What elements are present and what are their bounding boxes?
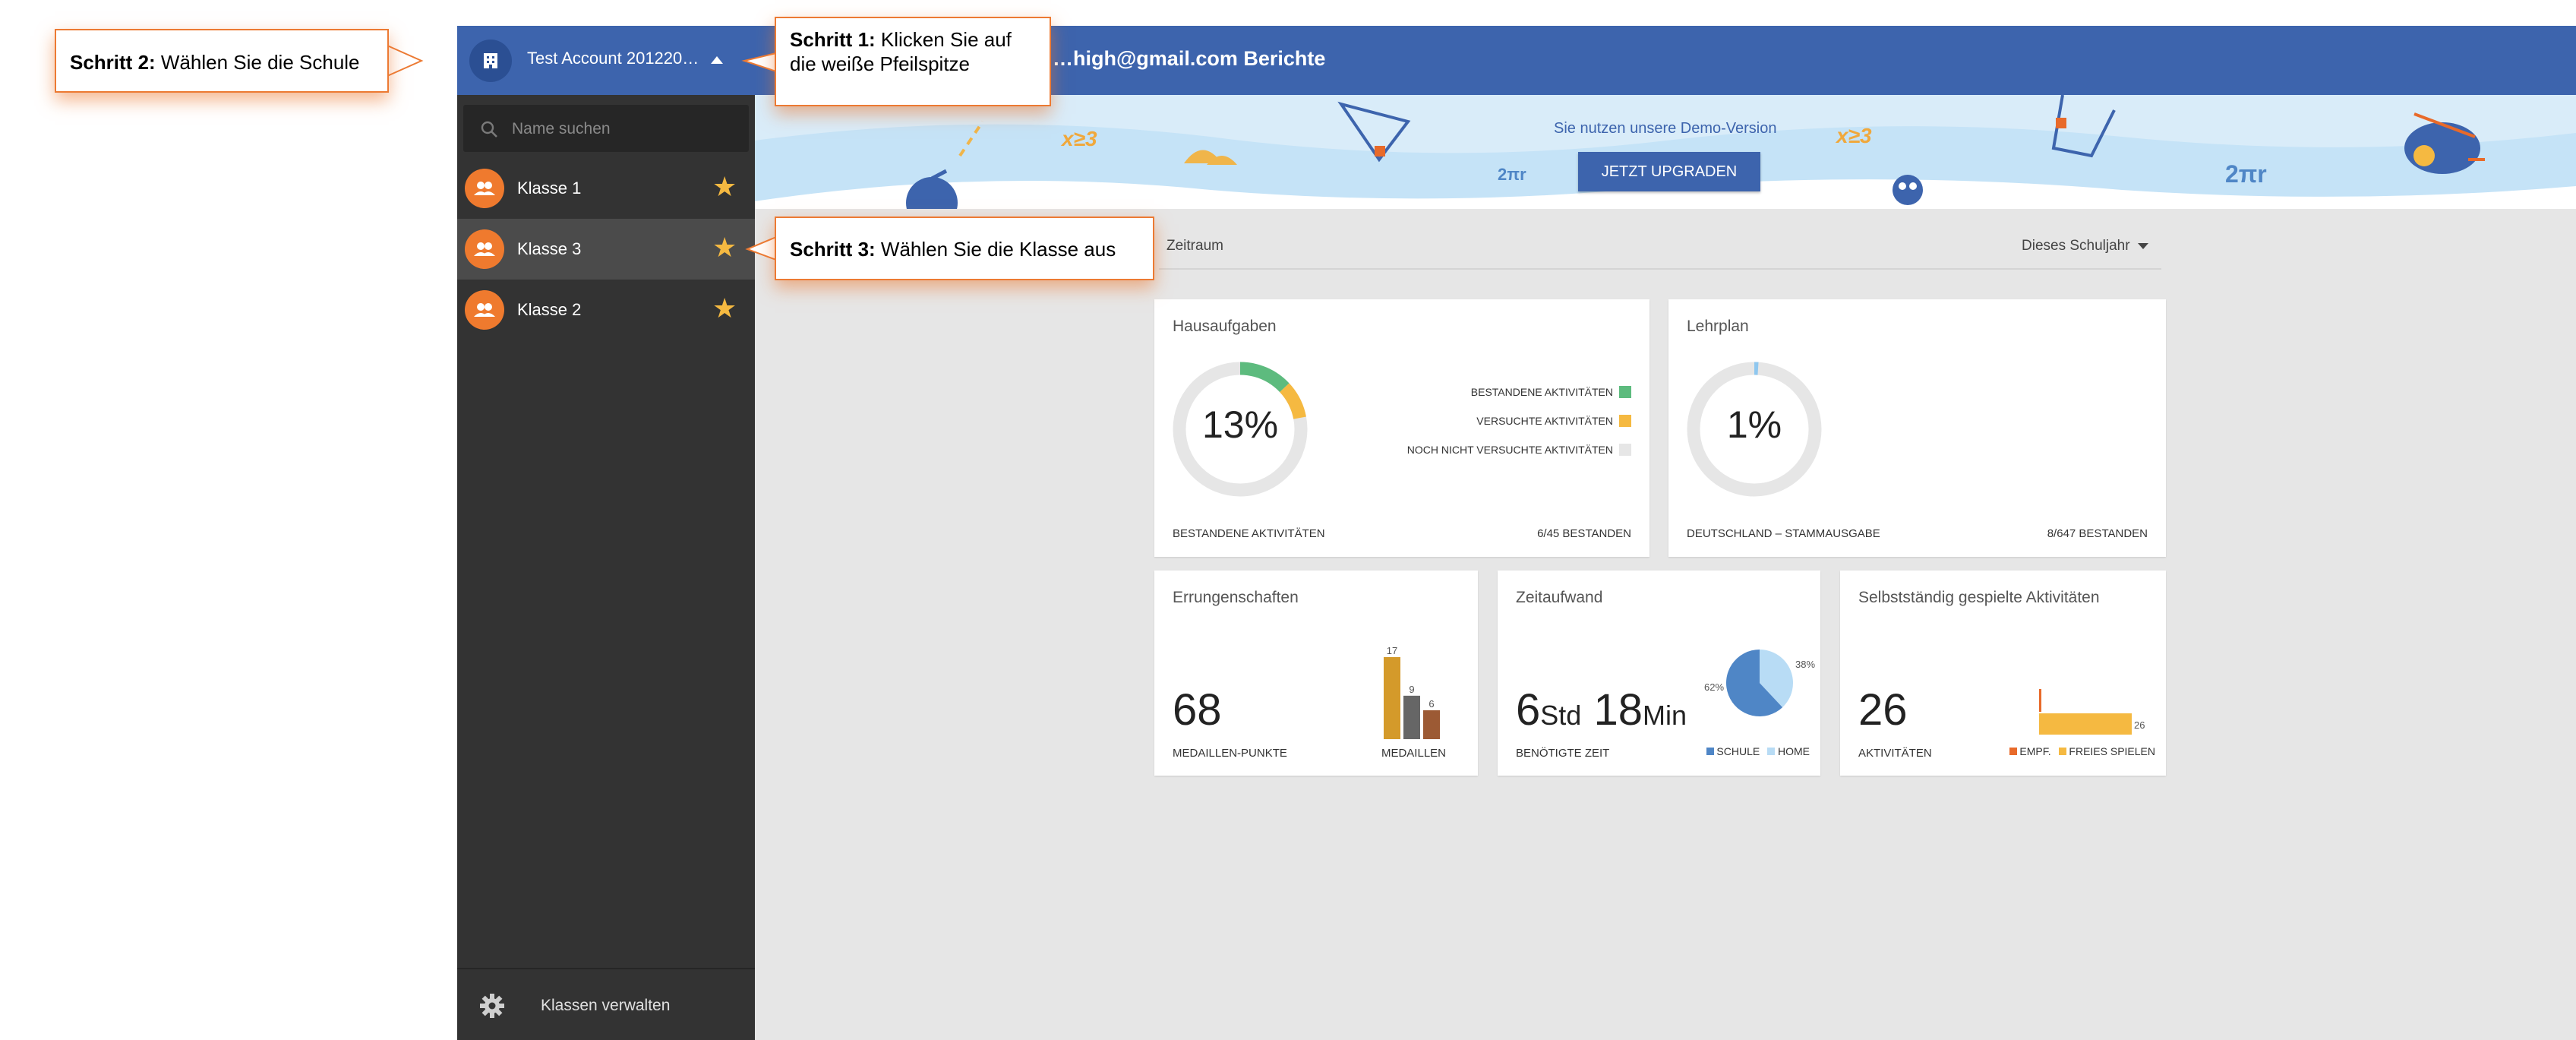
self-played-legend: EMPF. FREIES SPIELEN: [2009, 745, 2155, 757]
search-icon: [481, 121, 497, 138]
banner-background: [755, 95, 2576, 209]
bar-value-label: 26: [2134, 719, 2145, 731]
manage-classes-link[interactable]: Klassen verwalten: [541, 997, 671, 1014]
card-self-played[interactable]: Selbstständig gespielte Aktivitäten 26 2…: [1840, 571, 2166, 776]
card-footer-value: MEDAILLEN: [1381, 747, 1446, 760]
star-icon[interactable]: ★: [712, 171, 737, 202]
legend-item: VERSUCHTE AKTIVITÄTEN: [1327, 415, 1631, 427]
period-value: Dieses Schuljahr: [2022, 238, 2130, 254]
card-time[interactable]: Zeitaufwand 6Std 18Min 62% 38% BENÖTIGTE …: [1498, 571, 1820, 776]
callout-step-3: Schritt 3: Wählen Sie die Klasse aus: [775, 217, 1154, 280]
callout-step-1: Schritt 1: Klicken Sie auf die weiße Pfe…: [775, 17, 1051, 106]
class-label: Klasse 2: [517, 300, 582, 319]
medal-bar: [1403, 695, 1420, 739]
card-title: Hausaufgaben: [1173, 318, 1277, 335]
medal-bar: [1423, 710, 1440, 739]
group-icon: [465, 169, 504, 208]
page-title: …high@gmail.com Berichte: [1053, 47, 1326, 70]
card-title: Lehrplan: [1687, 318, 1749, 335]
legend-item: NOCH NICHT VERSUCHTE AKTIVITÄTEN: [1327, 444, 1631, 456]
decor-inequality: x≥3: [1062, 127, 1097, 150]
time-legend: SCHULE HOME: [1706, 745, 1810, 757]
star-icon[interactable]: ★: [712, 232, 737, 263]
curriculum-percent: 1%: [1726, 403, 1782, 446]
bar-value-label: 17: [1387, 645, 1397, 656]
card-footer-value: 8/647 BESTANDEN: [2047, 527, 2148, 540]
homework-percent: 13%: [1201, 403, 1279, 446]
card-footer-label: BENÖTIGTE ZEIT: [1516, 747, 1610, 760]
top-bar: …high@gmail.com Berichte: [755, 26, 2576, 95]
class-label: Klasse 1: [517, 179, 582, 198]
demo-notice: Sie nutzen unsere Demo-Version: [1554, 120, 1777, 137]
decor-formula: 2πr: [2225, 160, 2267, 188]
homework-donut: [1173, 362, 1308, 497]
card-curriculum[interactable]: Lehrplan 1% DEUTSCHLAND – STAMMAUSGABE 8…: [1668, 299, 2166, 557]
self-played-bar-chart: 26: [2039, 689, 2145, 735]
decor-formula: 2πr: [1498, 165, 1526, 184]
sidebar-divider: [457, 968, 755, 969]
pie-slice: [1760, 650, 1793, 708]
period-label: Zeitraum: [1166, 238, 1223, 254]
main-content: Zeitraum Dieses Schuljahr Hausaufgaben 1…: [755, 209, 2576, 1040]
card-homework[interactable]: Hausaufgaben 13% BESTANDENE AKTIVITÄTEN …: [1154, 299, 1649, 557]
legend-swatch: [1619, 415, 1631, 427]
bar-value-label: 9: [1409, 684, 1414, 695]
card-footer-label: MEDAILLEN-PUNKTE: [1173, 747, 1287, 760]
legend-item: BESTANDENE AKTIVITÄTEN: [1327, 386, 1631, 398]
class-item-klasse-1[interactable]: Klasse 1 ★: [457, 158, 755, 219]
class-search: [463, 105, 749, 152]
bar-value-label: 6: [1428, 698, 1434, 710]
callout-step-2: Schritt 2: Wählen Sie die Schule: [55, 29, 389, 93]
gear-icon[interactable]: [477, 991, 507, 1021]
donut-segment-passed: [1173, 362, 1308, 497]
curriculum-donut: [1687, 362, 1822, 497]
class-item-klasse-3[interactable]: Klasse 3 ★: [457, 219, 755, 280]
self-bar-free-play: [2039, 713, 2132, 735]
card-title: Errungenschaften: [1173, 589, 1299, 606]
self-played-count: 26: [1858, 685, 1908, 735]
medal-points: 68: [1173, 685, 1222, 735]
card-achievements[interactable]: Errungenschaften 68 17 9 6 MEDAILLEN-PUNKT…: [1154, 571, 1478, 776]
donut-segment-passed: [1687, 362, 1822, 497]
time-pie-chart: 62% 38%: [1704, 650, 1815, 716]
pie-label: 38%: [1795, 659, 1815, 670]
decor-inequality: x≥3: [1836, 124, 1872, 147]
medal-bar: [1384, 657, 1400, 739]
card-footer-label: DEUTSCHLAND – STAMMAUSGABE: [1687, 527, 1880, 540]
school-selector[interactable]: Test Account 2012201…: [457, 26, 755, 95]
divider: [1159, 268, 2161, 270]
caret-up-icon[interactable]: [711, 56, 723, 64]
search-input[interactable]: [510, 117, 741, 141]
card-footer-value: 6/45 BESTANDEN: [1537, 527, 1631, 540]
card-title: Selbstständig gespielte Aktivitäten: [1858, 589, 2100, 606]
caret-down-icon: [2137, 242, 2148, 249]
card-footer-label: AKTIVITÄTEN: [1858, 747, 1932, 760]
class-item-klasse-2[interactable]: Klasse 2 ★: [457, 280, 755, 340]
card-title: Zeitaufwand: [1516, 589, 1603, 606]
group-icon: [465, 290, 504, 330]
card-footer-label: BESTANDENE AKTIVITÄTEN: [1173, 527, 1325, 540]
pie-slice: [1726, 650, 1783, 716]
demo-banner: x≥3 x≥3 2πr 2πr Sie nutzen unsere Demo-V…: [755, 95, 2576, 209]
legend-swatch: [1619, 386, 1631, 398]
legend-swatch: [1619, 444, 1631, 456]
time-spent: 6Std 18Min: [1516, 685, 1687, 735]
period-dropdown[interactable]: Dieses Schuljahr: [2022, 238, 2148, 254]
building-icon: [469, 40, 512, 82]
self-bar-recommended: [2039, 689, 2041, 712]
star-icon[interactable]: ★: [712, 292, 737, 324]
pie-label: 62%: [1704, 681, 1724, 693]
group-icon: [465, 229, 504, 269]
class-label: Klasse 3: [517, 239, 582, 258]
upgrade-button[interactable]: JETZT UPGRADEN: [1578, 152, 1760, 191]
sidebar: Test Account 2012201… Klasse 1 ★ Klasse …: [457, 26, 755, 1040]
